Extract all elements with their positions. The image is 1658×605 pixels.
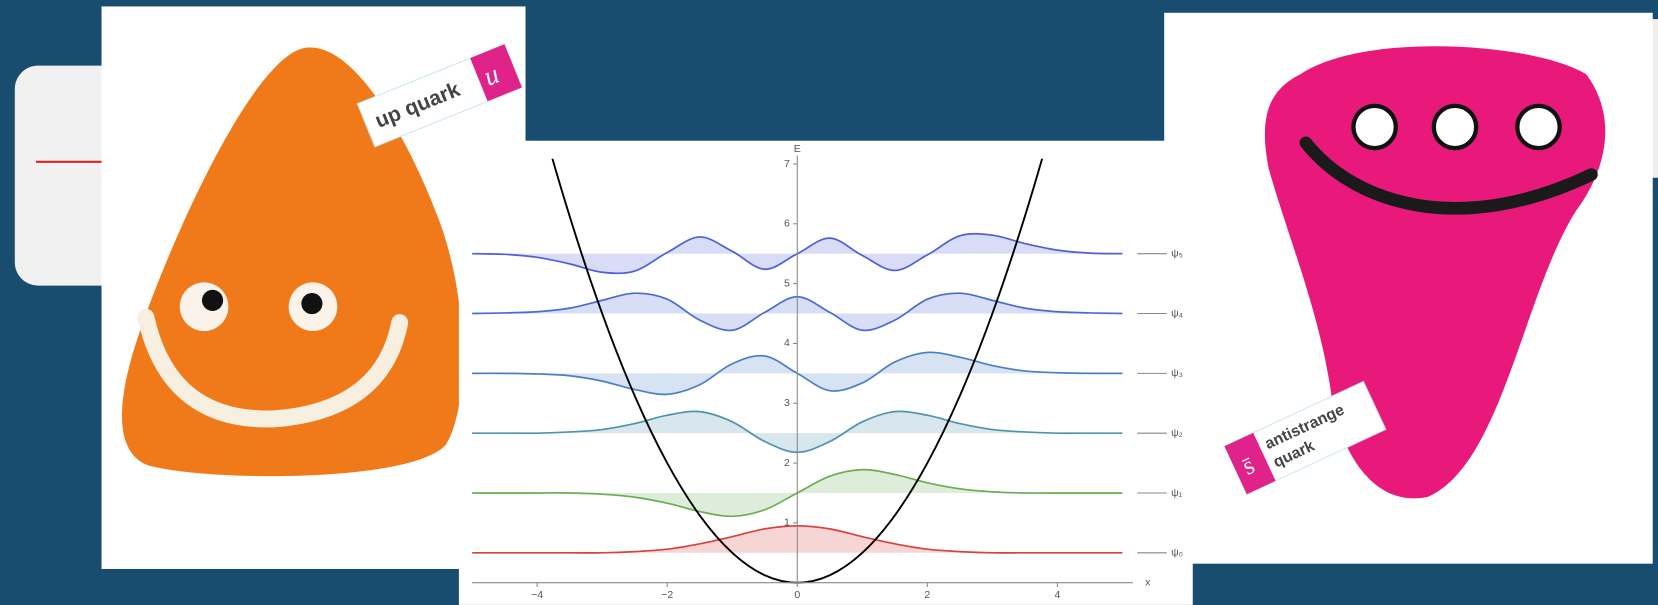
page: up quark u s̄ antistrange quark −4−20241… [0,0,1658,605]
y-tick-label: 6 [784,218,790,230]
x-axis-label: x [1145,577,1151,589]
y-tick-label: 1 [784,517,790,529]
y-tick-label: 4 [784,337,790,349]
y-tick-label: 7 [784,158,790,170]
x-tick-label: −4 [531,589,543,601]
legend-label: ψ₀ [1171,547,1183,559]
slide: up quark u s̄ antistrange quark −4−20241… [0,0,1658,605]
y-tick-label: 2 [784,457,790,469]
x-tick-label: 0 [794,589,800,601]
legend-label: ψ₃ [1171,367,1183,379]
pupil [301,293,322,314]
x-tick-label: −2 [661,589,673,601]
eye [1434,106,1476,148]
x-tick-label: 4 [1054,589,1060,601]
legend-label: ψ₁ [1171,487,1183,499]
y-tick-label: 3 [784,397,790,409]
legend-label: ψ₄ [1171,307,1183,319]
eye [1353,106,1395,148]
antistrange-quark-image: s̄ antistrange quark [1164,13,1653,564]
x-tick-label: 2 [924,589,930,601]
pupil [202,290,223,311]
eye [1517,106,1559,148]
legend-label: ψ₂ [1171,427,1183,439]
y-axis-label: E [794,143,801,155]
y-tick-label: 5 [784,277,790,289]
legend-label: ψ₅ [1171,248,1183,260]
